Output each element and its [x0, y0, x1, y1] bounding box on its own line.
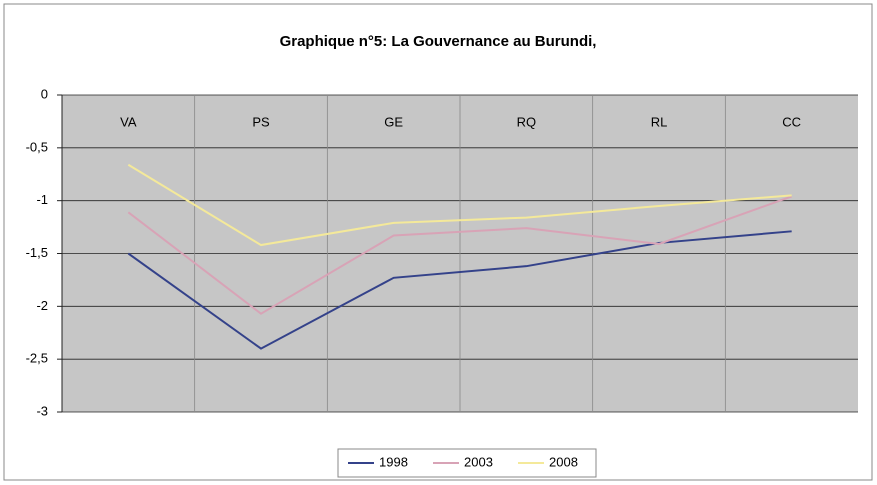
x-tick-label: GE — [384, 114, 403, 129]
y-tick-label: -0,5 — [26, 139, 48, 154]
legend-label: 2003 — [464, 454, 493, 469]
x-tick-label: CC — [782, 114, 801, 129]
chart-title: Graphique n°5: La Gouvernance au Burundi… — [280, 33, 597, 50]
y-tick-label: -3 — [36, 403, 48, 418]
y-tick-label: -2 — [36, 298, 48, 313]
y-tick-label: -2,5 — [26, 351, 48, 366]
legend-label: 1998 — [379, 454, 408, 469]
x-tick-label: VA — [120, 114, 137, 129]
x-tick-label: RL — [651, 114, 668, 129]
x-tick-label: PS — [252, 114, 270, 129]
legend-label: 2008 — [549, 454, 578, 469]
x-tick-label: RQ — [517, 114, 537, 129]
legend-box — [337, 448, 597, 478]
series-line — [127, 195, 793, 315]
series-line — [127, 230, 792, 350]
y-tick-label: -1,5 — [26, 245, 48, 260]
series-line — [127, 163, 792, 247]
y-tick-label: -1 — [36, 192, 48, 207]
y-tick-label: 0 — [41, 86, 48, 101]
